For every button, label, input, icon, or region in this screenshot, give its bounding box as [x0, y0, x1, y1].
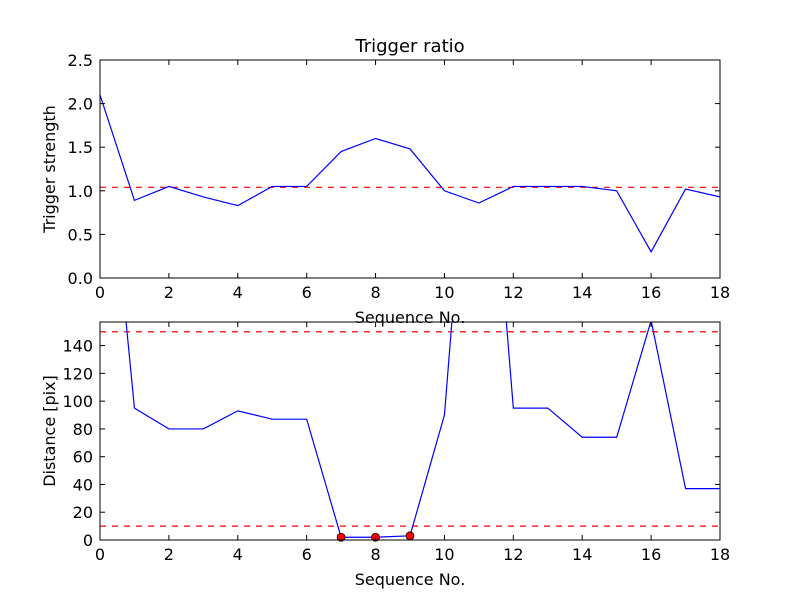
- y-tick-label: 0: [83, 531, 93, 550]
- axes-frame: [99, 59, 721, 279]
- x-axis-label: Sequence No.: [355, 570, 466, 589]
- y-tick-label: 140: [62, 337, 93, 356]
- y-tick-label: 2.5: [68, 51, 93, 70]
- distance-plot: 0 2 4 6 8 10 12 14 16 18 0 20 40 60 80 100 120 140 Sequenc…: [40, 321, 730, 589]
- highlight-marker: [405, 531, 415, 541]
- x-tick-label: 10: [434, 545, 454, 564]
- plot-area: [100, 94, 720, 254]
- y-tick-label: 40: [73, 475, 93, 494]
- x-tick-label: 0: [95, 545, 105, 564]
- x-tick-label: 16: [641, 545, 661, 564]
- y-tick-label: 80: [73, 420, 93, 439]
- x-tick-label: 14: [572, 283, 592, 302]
- x-tick-label: 18: [710, 545, 730, 564]
- x-tick-label: 10: [434, 283, 454, 302]
- x-tick-label: 6: [302, 545, 312, 564]
- y-tick-label: 0.5: [68, 225, 93, 244]
- y-tick-label: 100: [62, 392, 93, 411]
- x-tick-label: 12: [503, 545, 523, 564]
- x-tick-label: 4: [233, 283, 243, 302]
- y-tick-label: 2.0: [68, 95, 93, 114]
- x-tick-label: 6: [302, 283, 312, 302]
- chart-title: Trigger ratio: [354, 36, 464, 57]
- x-tick-label: 2: [164, 283, 174, 302]
- x-axis-label: Sequence No.: [355, 308, 466, 327]
- y-tick-label: 60: [73, 448, 93, 467]
- x-tick-label: 16: [641, 283, 661, 302]
- x-tick-label: 0: [95, 283, 105, 302]
- series-line: [100, 94, 720, 254]
- x-tick-label: 12: [503, 283, 523, 302]
- x-tick-label: 8: [370, 283, 380, 302]
- y-tick-label: 20: [73, 503, 93, 522]
- x-tick-label: 8: [370, 545, 380, 564]
- x-tick-label: 14: [572, 545, 592, 564]
- x-tick-label: 2: [164, 545, 174, 564]
- highlight-marker: [336, 532, 346, 542]
- x-tick-label: 18: [710, 283, 730, 302]
- y-tick-label: 0.0: [68, 269, 93, 288]
- y-tick-label: 1.0: [68, 182, 93, 201]
- y-axis-label: Distance [pix]: [40, 375, 59, 487]
- axes-frame: [99, 321, 721, 541]
- x-tick-label: 4: [233, 545, 243, 564]
- y-axis-label: Trigger strength: [40, 105, 59, 234]
- y-tick-label: 1.5: [68, 138, 93, 157]
- trigger-ratio-plot: 0 2 4 6 8 10 12 14 16 18 0.0 0.5 1.0 1.5 2.0 2.5 Sequenc…: [40, 36, 730, 327]
- y-tick-label: 120: [62, 364, 93, 383]
